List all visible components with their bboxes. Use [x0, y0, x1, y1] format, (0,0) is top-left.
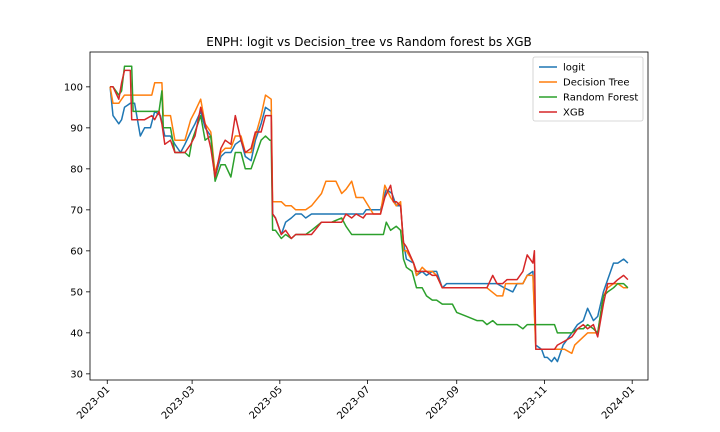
legend-label: Random Forest — [563, 93, 638, 104]
series-line-logit — [109, 86, 629, 363]
y-tick-label: 70 — [70, 205, 83, 216]
legend-box — [532, 56, 644, 122]
plot-frame — [89, 51, 649, 381]
series-line-xgb — [110, 69, 629, 351]
legend: logit Decision Tree Random Forest XGB — [532, 56, 644, 122]
series-line-random-forest — [110, 65, 629, 334]
y-tick-label: 30 — [70, 369, 83, 380]
series-layer — [109, 65, 629, 363]
y-tick-label: 90 — [70, 123, 83, 134]
y-tick-label: 40 — [70, 328, 83, 339]
legend-label: Decision Tree — [563, 78, 630, 89]
chart-title: ENPH: logit vs Decision_tree vs Random f… — [206, 35, 532, 49]
y-tick-label: 60 — [70, 246, 83, 257]
y-tick-label: 100 — [64, 82, 83, 93]
y-tick-label: 80 — [70, 164, 83, 175]
y-tick-label: 50 — [70, 287, 83, 298]
legend-label: logit — [563, 63, 585, 74]
legend-label: XGB — [563, 108, 585, 119]
